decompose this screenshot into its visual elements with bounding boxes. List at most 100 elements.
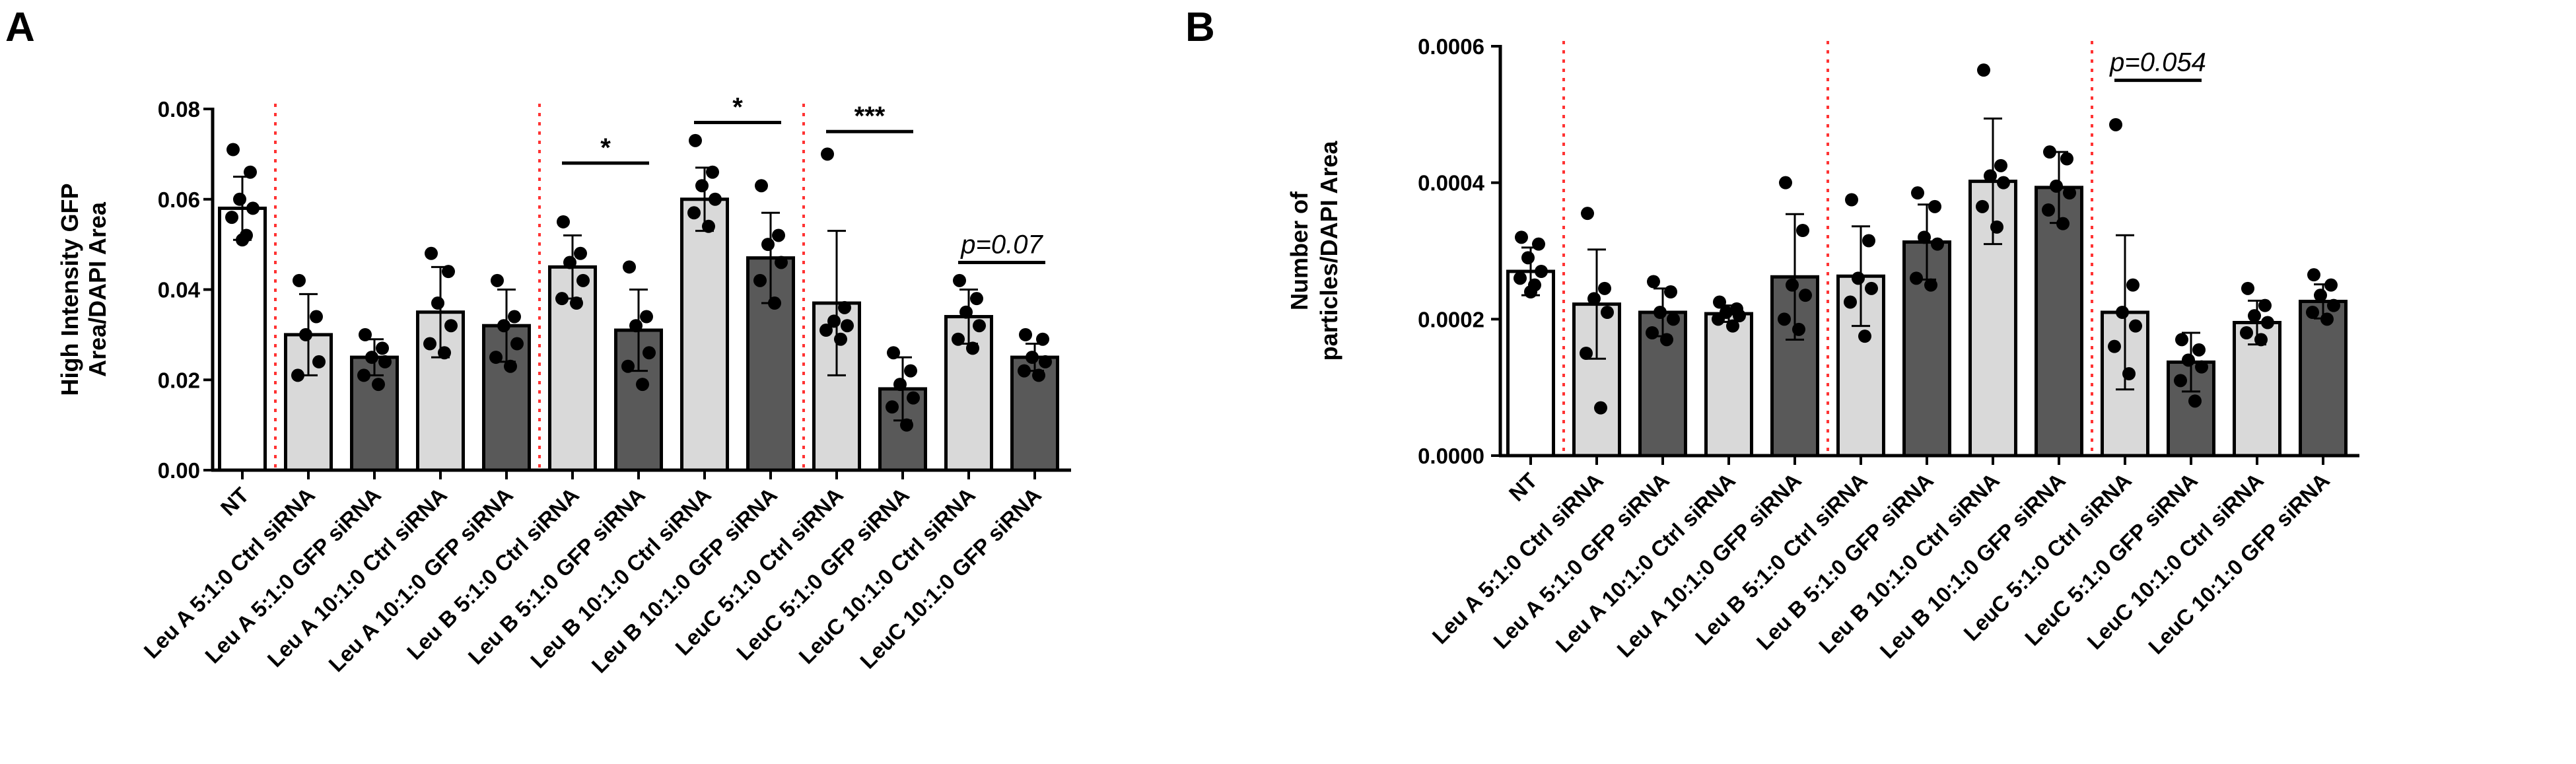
y-axis-label: High Intensity GFP — [56, 183, 83, 396]
data-point — [695, 179, 709, 193]
data-point — [2248, 309, 2261, 323]
data-point — [2175, 333, 2188, 347]
data-point — [1524, 285, 1537, 298]
y-axis-label: Area/DAPI Area — [84, 201, 111, 377]
data-point — [574, 246, 587, 260]
data-point — [834, 332, 847, 346]
data-point — [629, 319, 643, 333]
data-point — [1924, 278, 1937, 292]
data-point — [2129, 319, 2142, 333]
data-point — [1712, 312, 1725, 326]
data-point — [621, 359, 635, 373]
data-point — [1521, 251, 1535, 265]
data-point — [236, 233, 249, 247]
data-point — [1580, 347, 1593, 360]
data-point — [1997, 176, 2010, 190]
data-point — [1713, 295, 1726, 309]
data-point — [2306, 306, 2319, 319]
data-point — [2192, 343, 2206, 357]
y-axis-label: Number of — [1286, 191, 1313, 310]
data-point — [491, 273, 504, 287]
y-tick-label: 0.04 — [158, 278, 201, 302]
data-point — [312, 355, 326, 368]
data-point — [636, 378, 649, 392]
data-point — [1994, 158, 2007, 172]
data-point — [709, 192, 722, 206]
data-point — [753, 273, 767, 287]
data-point — [2108, 339, 2121, 353]
data-point — [1865, 281, 1878, 295]
data-point — [1778, 312, 1791, 326]
data-point — [1990, 220, 2003, 234]
data-point — [640, 310, 653, 324]
data-point — [2241, 281, 2254, 295]
data-point — [1660, 333, 1673, 347]
bar — [1704, 312, 1753, 458]
data-point — [706, 165, 719, 179]
data-point — [576, 273, 590, 287]
data-point — [1928, 199, 1941, 213]
data-point — [555, 292, 569, 306]
data-point — [1039, 355, 1052, 368]
significance-label: p=0.07 — [960, 230, 1043, 259]
data-point — [827, 314, 841, 328]
y-tick-label: 0.06 — [158, 188, 200, 212]
data-point — [2060, 152, 2073, 166]
data-point — [687, 206, 701, 220]
data-point — [423, 337, 436, 351]
panel-letter: A — [5, 5, 35, 50]
data-point — [907, 391, 920, 405]
data-point — [2126, 278, 2140, 292]
data-point — [772, 228, 785, 242]
data-point — [887, 346, 900, 360]
data-point — [1514, 271, 1527, 285]
panel-letter: B — [1185, 5, 1215, 50]
data-point — [438, 346, 451, 360]
data-point — [1844, 295, 1857, 309]
data-point — [2063, 186, 2076, 200]
data-point — [1601, 306, 1614, 319]
data-point — [1977, 63, 1990, 77]
data-point — [557, 215, 570, 228]
x-tick-label: NT — [216, 483, 254, 520]
data-point — [1664, 285, 1677, 298]
y-tick-label: 0.00 — [158, 458, 200, 483]
data-point — [689, 133, 702, 147]
data-point — [2261, 316, 2274, 330]
data-point — [1792, 322, 1805, 336]
panel-a: A High Intensity GFP Area/DAPI Area 0.00 0.… — [5, 5, 1071, 677]
y-tick-label: 0.0004 — [1418, 171, 1485, 195]
data-point — [2182, 353, 2195, 367]
data-point — [1647, 275, 1660, 289]
error-bar — [1786, 213, 1804, 341]
panel-b: B Number of particles/DAPI Area 0.0000 0.00… — [1185, 5, 2359, 663]
data-point — [1535, 265, 1548, 278]
data-point — [1598, 281, 1611, 295]
data-point — [1581, 207, 1594, 221]
data-point — [1918, 230, 1931, 244]
data-point — [570, 296, 583, 310]
data-point — [1532, 237, 1545, 251]
data-point — [1984, 169, 1997, 183]
data-point — [246, 201, 260, 215]
data-point — [489, 351, 503, 365]
data-point — [1587, 292, 1601, 306]
data-point — [1594, 401, 1607, 415]
data-point — [1858, 330, 1871, 343]
significance-label: p=0.054 — [2109, 48, 2206, 77]
data-point — [900, 418, 913, 432]
data-point — [2042, 203, 2055, 217]
data-point — [378, 355, 392, 368]
data-point — [299, 328, 312, 341]
data-point — [1036, 332, 1049, 346]
data-point — [2240, 326, 2253, 339]
data-point — [425, 246, 438, 260]
significance-label: * — [732, 93, 743, 122]
data-point — [1026, 351, 1039, 365]
data-point — [1779, 176, 1792, 190]
data-point — [1667, 312, 1680, 326]
data-point — [821, 147, 834, 161]
data-point — [2254, 333, 2268, 347]
bar — [680, 197, 729, 472]
x-tick-label: NT — [1504, 468, 1542, 506]
